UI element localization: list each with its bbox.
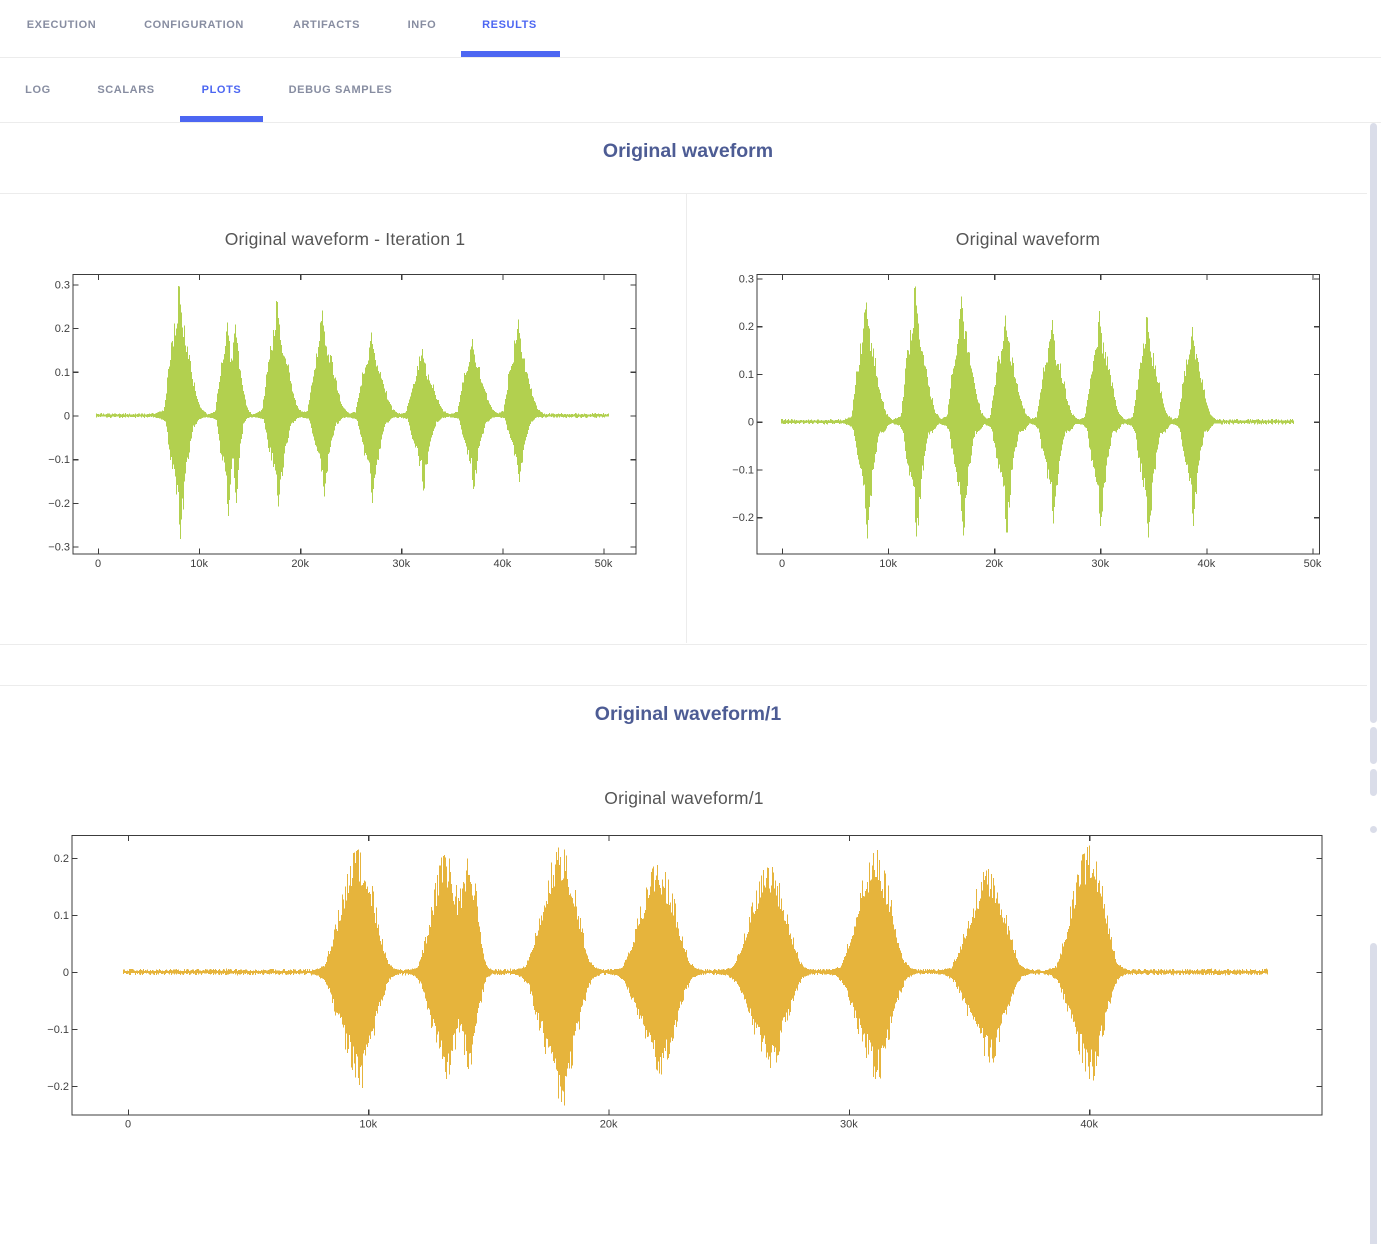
svg-text:10k: 10k	[879, 558, 897, 570]
svg-text:−0.3: −0.3	[48, 542, 70, 554]
svg-text:0: 0	[95, 558, 101, 570]
svg-text:0.1: 0.1	[55, 367, 70, 379]
svg-text:30k: 30k	[1091, 558, 1109, 570]
svg-text:0.3: 0.3	[739, 273, 754, 285]
svg-text:40k: 40k	[1198, 558, 1216, 570]
svg-text:0.1: 0.1	[54, 910, 69, 922]
svg-text:−0.1: −0.1	[732, 464, 754, 476]
svg-text:20k: 20k	[985, 558, 1003, 570]
svg-text:10k: 10k	[190, 558, 208, 570]
svg-text:−0.2: −0.2	[732, 512, 754, 524]
svg-text:20k: 20k	[291, 558, 309, 570]
svg-text:0: 0	[748, 417, 754, 429]
svg-text:30k: 30k	[392, 558, 410, 570]
svg-text:−0.2: −0.2	[48, 498, 70, 510]
svg-text:0.1: 0.1	[739, 369, 754, 381]
svg-text:−0.1: −0.1	[47, 1024, 69, 1036]
svg-text:10k: 10k	[359, 1119, 377, 1131]
svg-text:0: 0	[63, 967, 69, 979]
svg-text:0: 0	[779, 558, 785, 570]
svg-text:0: 0	[125, 1119, 131, 1131]
svg-text:0.3: 0.3	[55, 279, 70, 291]
svg-text:30k: 30k	[840, 1119, 858, 1131]
svg-text:40k: 40k	[494, 558, 512, 570]
svg-text:−0.1: −0.1	[48, 454, 70, 466]
svg-text:50k: 50k	[595, 558, 613, 570]
svg-text:40k: 40k	[1080, 1119, 1098, 1131]
svg-text:0.2: 0.2	[54, 853, 69, 865]
svg-text:20k: 20k	[600, 1119, 618, 1131]
svg-text:0.2: 0.2	[739, 321, 754, 333]
svg-text:−0.2: −0.2	[47, 1081, 69, 1093]
svg-text:0.2: 0.2	[55, 323, 70, 335]
svg-text:0: 0	[64, 411, 70, 423]
svg-text:50k: 50k	[1304, 558, 1322, 570]
